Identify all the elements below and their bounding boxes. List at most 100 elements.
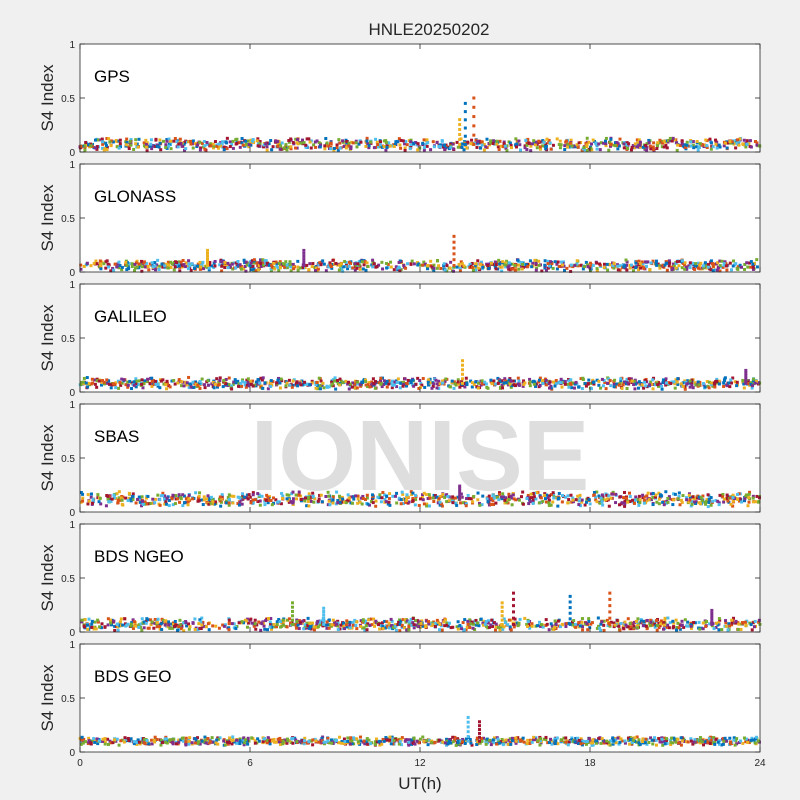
data-point (747, 496, 751, 500)
data-point (109, 144, 113, 148)
data-point (428, 496, 432, 500)
data-point (666, 496, 670, 500)
data-point (183, 141, 187, 145)
data-point (178, 623, 182, 627)
data-point (190, 262, 194, 266)
data-point (623, 266, 627, 270)
data-point (470, 385, 474, 389)
data-point (285, 625, 289, 629)
data-point (324, 740, 328, 744)
data-point (80, 620, 84, 624)
data-point (105, 144, 109, 148)
data-point (622, 627, 626, 631)
data-point (322, 622, 326, 626)
data-point (469, 622, 473, 626)
data-point (395, 381, 399, 385)
data-point (535, 140, 539, 144)
data-point (105, 378, 109, 382)
data-point (736, 621, 740, 625)
data-point (578, 493, 582, 497)
data-point (422, 138, 426, 142)
data-point (716, 499, 720, 503)
data-point (625, 268, 629, 272)
data-point (321, 259, 325, 263)
data-point (470, 138, 474, 142)
data-point (270, 148, 274, 152)
data-point (750, 386, 754, 390)
data-point (303, 266, 307, 270)
data-point (592, 382, 596, 386)
data-point (254, 498, 258, 502)
data-point (733, 497, 737, 501)
data-point (194, 382, 198, 386)
data-point (247, 739, 251, 743)
data-point (753, 140, 757, 144)
data-point (359, 619, 363, 623)
data-point (752, 377, 756, 381)
data-point (315, 622, 319, 626)
data-point (502, 263, 506, 267)
data-point (615, 382, 619, 386)
data-point (639, 266, 643, 270)
data-point (402, 382, 406, 386)
data-point (167, 137, 171, 141)
data-point (93, 146, 97, 150)
data-point (648, 383, 652, 387)
data-point (409, 140, 413, 144)
data-point (135, 142, 139, 146)
data-point (162, 382, 166, 386)
data-point (296, 138, 300, 142)
data-point (566, 145, 570, 149)
data-point (451, 625, 455, 629)
data-point (409, 143, 413, 147)
data-point (277, 617, 281, 621)
data-point (371, 377, 375, 381)
data-point (109, 386, 113, 390)
data-point (433, 621, 437, 625)
data-point (160, 262, 164, 266)
data-point (93, 138, 97, 142)
data-point (311, 262, 315, 266)
data-point (623, 490, 627, 494)
data-point (165, 382, 169, 386)
data-point (705, 380, 709, 384)
data-point (698, 380, 702, 384)
data-point (486, 626, 490, 630)
data-point (699, 496, 703, 500)
data-point (705, 145, 709, 149)
data-point (422, 502, 426, 506)
data-point (723, 376, 727, 380)
data-point (411, 378, 415, 382)
data-point (168, 626, 172, 630)
data-point (374, 740, 378, 744)
data-point (414, 382, 418, 386)
data-point (745, 261, 749, 265)
data-point (574, 625, 578, 629)
data-point (373, 624, 377, 628)
data-point (207, 498, 211, 502)
data-point (723, 260, 727, 264)
data-point (327, 619, 331, 623)
data-point (244, 619, 248, 623)
data-point (276, 140, 280, 144)
data-point (432, 268, 436, 272)
data-point (478, 146, 482, 150)
data-point (167, 263, 171, 267)
data-point (743, 267, 747, 271)
data-point (753, 381, 757, 385)
data-point (99, 502, 103, 506)
data-point (731, 259, 735, 263)
data-point (411, 621, 415, 625)
data-point (86, 502, 90, 506)
data-point (671, 136, 675, 140)
data-point (708, 137, 712, 141)
data-point (156, 493, 160, 497)
data-point (657, 497, 661, 501)
data-point (607, 148, 611, 152)
data-point (551, 739, 555, 743)
data-point (297, 493, 301, 497)
data-point (116, 262, 120, 266)
data-point (425, 502, 429, 506)
data-point (95, 379, 99, 383)
data-point (365, 139, 369, 143)
